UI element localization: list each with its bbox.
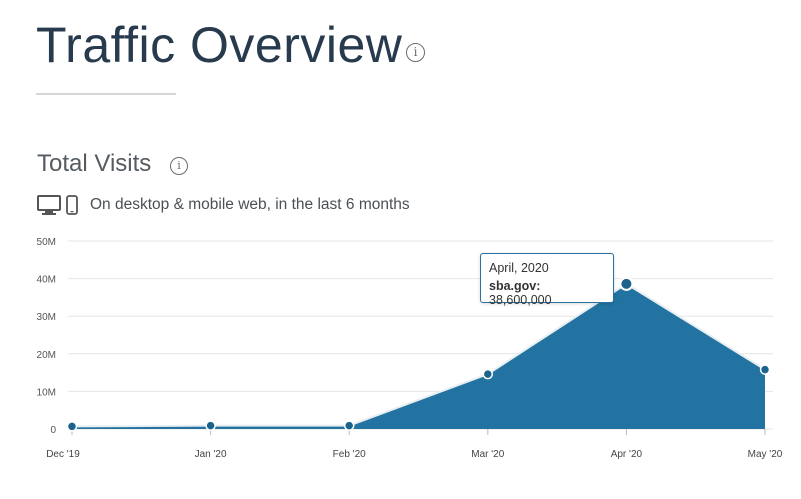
data-point <box>205 420 216 431</box>
series-area <box>72 283 765 429</box>
y-tick-label: 40M <box>37 275 56 286</box>
x-tick-label: Jan '20 <box>195 449 227 460</box>
data-point <box>482 368 494 380</box>
data-point <box>619 276 634 291</box>
tooltip-site: sba.gov: <box>489 279 541 293</box>
x-tick-label: Feb '20 <box>333 449 366 460</box>
x-tick-label: Mar '20 <box>471 449 504 460</box>
mobile-icon <box>66 195 78 215</box>
tooltip-date: April, 2020 <box>489 261 549 275</box>
desktop-icon <box>37 195 61 215</box>
page-title: Traffic Overview <box>36 17 403 73</box>
tooltip-value: 38,600,000 <box>489 293 552 307</box>
device-filter-row: On desktop & mobile web, in the last 6 m… <box>37 194 410 216</box>
y-tick-label: 0 <box>50 425 56 436</box>
x-tick-label: Dec '19 <box>46 449 80 460</box>
section-title: Total Visits <box>37 150 152 177</box>
data-point <box>66 421 78 432</box>
series-line <box>71 282 766 428</box>
y-tick-label: 10M <box>37 387 56 398</box>
section-info-icon[interactable]: i <box>170 157 188 175</box>
total-visits-chart: 0 10M 20M 30M 40M 50M Dec '19 Jan '20 Feb '20 Mar… <box>37 237 783 460</box>
y-tick-label: 50M <box>37 237 56 248</box>
chart-tooltip: April, 2020 sba.gov: 38,600,000 <box>480 253 614 307</box>
data-point <box>343 420 355 431</box>
title-underline <box>36 93 176 95</box>
data-point <box>759 364 771 375</box>
y-tick-label: 30M <box>37 312 56 323</box>
y-tick-label: 20M <box>37 350 56 361</box>
info-icon[interactable]: i <box>406 43 425 62</box>
x-tick-label: May '20 <box>748 449 783 460</box>
device-subtitle: On desktop & mobile web, in the last 6 m… <box>90 196 410 213</box>
x-tick-label: Apr '20 <box>611 449 643 460</box>
